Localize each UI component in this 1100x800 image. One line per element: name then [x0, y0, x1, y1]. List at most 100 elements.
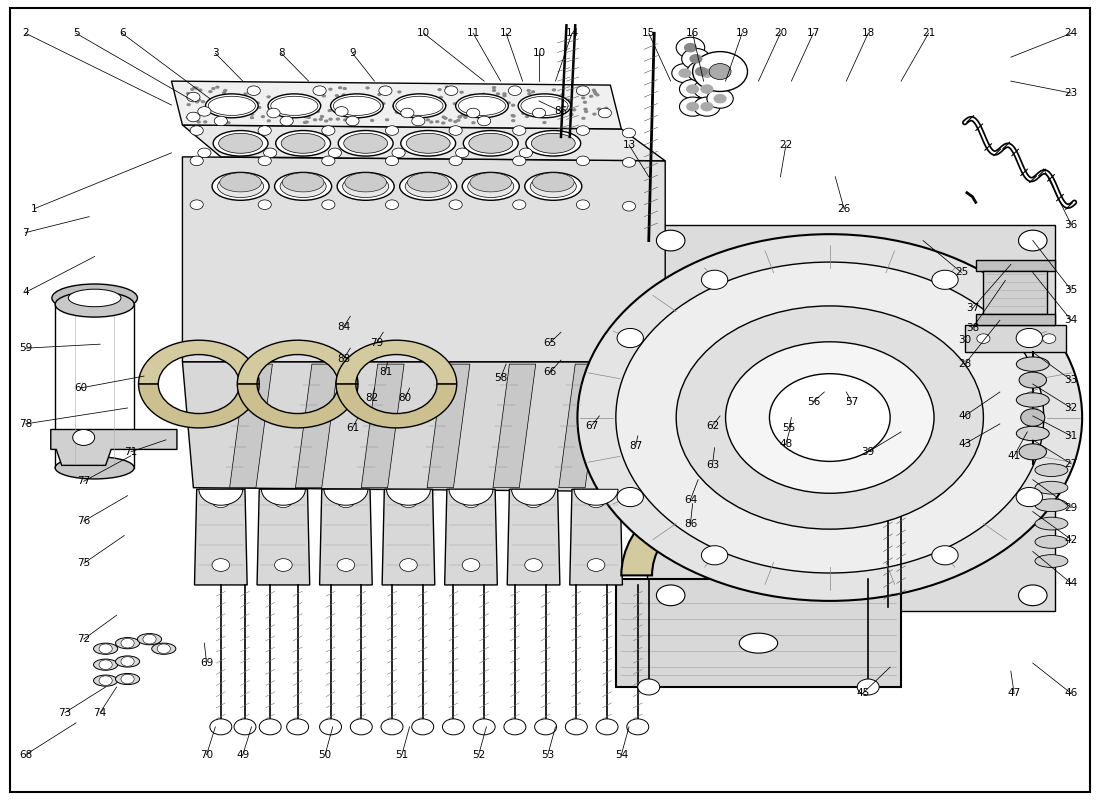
Ellipse shape — [342, 175, 388, 198]
Ellipse shape — [396, 96, 443, 115]
Ellipse shape — [463, 130, 518, 156]
Circle shape — [324, 119, 329, 122]
Polygon shape — [647, 225, 1055, 611]
Ellipse shape — [276, 130, 331, 156]
Ellipse shape — [399, 172, 456, 200]
Text: 57: 57 — [845, 397, 858, 406]
Circle shape — [480, 96, 484, 99]
Ellipse shape — [344, 173, 386, 192]
Wedge shape — [621, 476, 895, 575]
Circle shape — [462, 495, 480, 508]
Circle shape — [227, 98, 231, 101]
Polygon shape — [257, 490, 310, 585]
Polygon shape — [382, 490, 435, 585]
Circle shape — [234, 110, 239, 113]
Circle shape — [449, 156, 462, 166]
Text: 72: 72 — [77, 634, 90, 644]
Circle shape — [411, 719, 433, 735]
Ellipse shape — [531, 134, 575, 154]
Circle shape — [233, 96, 238, 99]
Circle shape — [198, 89, 202, 92]
Ellipse shape — [400, 130, 455, 156]
Text: 66: 66 — [543, 367, 557, 377]
Circle shape — [525, 495, 542, 508]
Ellipse shape — [1016, 393, 1049, 407]
Circle shape — [258, 156, 272, 166]
Circle shape — [208, 90, 212, 93]
Circle shape — [714, 94, 727, 103]
Circle shape — [275, 558, 293, 571]
Text: 22: 22 — [779, 140, 792, 150]
Circle shape — [560, 93, 564, 96]
Wedge shape — [262, 490, 306, 506]
Circle shape — [250, 113, 254, 116]
Text: 44: 44 — [1065, 578, 1078, 588]
Circle shape — [378, 102, 383, 105]
Text: 60: 60 — [74, 383, 87, 393]
Polygon shape — [444, 490, 497, 585]
Text: 19: 19 — [736, 28, 749, 38]
Circle shape — [266, 95, 271, 98]
Circle shape — [235, 104, 240, 106]
Text: 78: 78 — [19, 419, 32, 429]
Circle shape — [426, 118, 430, 122]
Text: 59: 59 — [19, 343, 32, 353]
Text: 80: 80 — [398, 394, 411, 403]
Ellipse shape — [393, 94, 446, 118]
Circle shape — [212, 495, 230, 508]
Circle shape — [484, 95, 488, 98]
Circle shape — [248, 86, 261, 95]
Circle shape — [583, 86, 587, 90]
Ellipse shape — [337, 172, 394, 200]
Circle shape — [857, 679, 879, 695]
Text: 25: 25 — [955, 267, 968, 278]
Circle shape — [576, 126, 590, 135]
Circle shape — [694, 63, 720, 82]
Circle shape — [710, 63, 732, 79]
Circle shape — [212, 558, 230, 571]
Circle shape — [525, 115, 529, 118]
Ellipse shape — [532, 173, 574, 192]
Circle shape — [322, 156, 334, 166]
Ellipse shape — [55, 291, 134, 317]
Circle shape — [444, 86, 458, 95]
Circle shape — [473, 719, 495, 735]
Circle shape — [99, 660, 112, 670]
Ellipse shape — [138, 634, 162, 645]
Circle shape — [542, 121, 547, 124]
Circle shape — [243, 102, 248, 106]
Circle shape — [1016, 487, 1043, 506]
Ellipse shape — [52, 284, 138, 312]
Ellipse shape — [271, 96, 318, 115]
Ellipse shape — [1035, 482, 1068, 494]
Circle shape — [932, 546, 958, 565]
Circle shape — [461, 114, 465, 117]
Circle shape — [452, 90, 456, 93]
Circle shape — [443, 117, 448, 120]
Circle shape — [617, 329, 643, 347]
Circle shape — [616, 262, 1044, 573]
Circle shape — [349, 98, 353, 102]
Circle shape — [442, 719, 464, 735]
Circle shape — [197, 98, 201, 102]
Circle shape — [316, 110, 320, 113]
Ellipse shape — [208, 96, 255, 115]
Circle shape — [419, 99, 424, 102]
Circle shape — [676, 306, 983, 529]
Ellipse shape — [116, 656, 140, 667]
Circle shape — [211, 87, 216, 90]
Bar — [976, 260, 1055, 271]
Circle shape — [190, 156, 204, 166]
Circle shape — [302, 121, 307, 124]
Circle shape — [455, 148, 469, 158]
Circle shape — [417, 96, 421, 99]
Ellipse shape — [218, 175, 264, 198]
Circle shape — [186, 92, 190, 95]
Ellipse shape — [333, 96, 381, 115]
Wedge shape — [238, 384, 358, 428]
Circle shape — [206, 102, 210, 106]
Circle shape — [726, 342, 934, 494]
Circle shape — [510, 114, 515, 117]
Circle shape — [680, 97, 706, 116]
Polygon shape — [230, 364, 273, 488]
